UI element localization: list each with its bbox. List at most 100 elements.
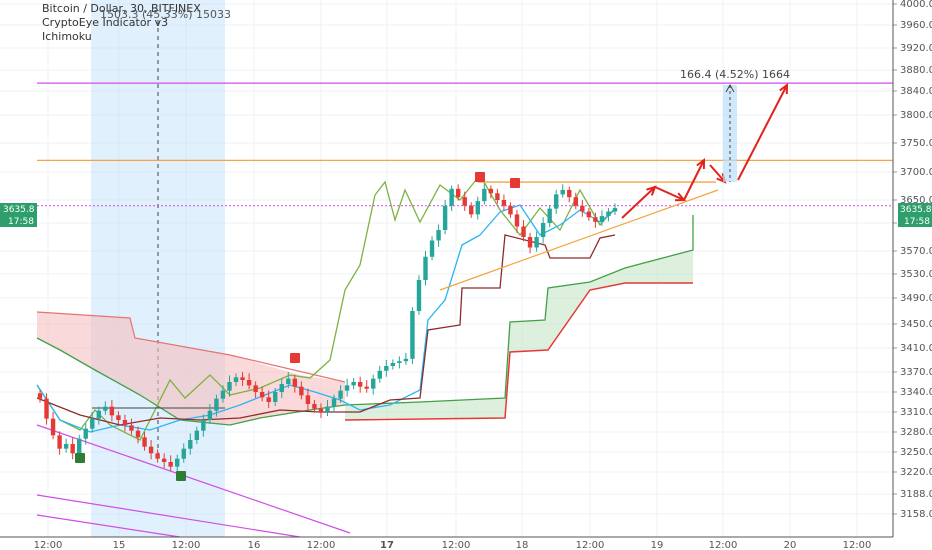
candle-body bbox=[514, 214, 520, 227]
candle-body bbox=[612, 208, 618, 212]
candle-body bbox=[109, 406, 115, 416]
y-tick-label: 3800.0 bbox=[900, 110, 932, 121]
y-tick-label: 3960.0 bbox=[900, 20, 932, 31]
kijun-line bbox=[36, 234, 616, 426]
candle-body bbox=[527, 237, 533, 248]
candle-body bbox=[44, 398, 49, 419]
candle-body bbox=[384, 366, 389, 371]
y-tick-label: 4000.0 bbox=[900, 0, 932, 10]
y-tick-label: 3370.0 bbox=[900, 367, 932, 378]
projection-arrow bbox=[654, 186, 685, 201]
candle-body bbox=[259, 392, 265, 398]
x-tick-label: 18 bbox=[516, 540, 529, 550]
candle-body bbox=[403, 358, 409, 362]
candle-body bbox=[599, 216, 605, 222]
tenkan-line bbox=[36, 204, 616, 433]
candle-body bbox=[292, 378, 298, 387]
candle-body bbox=[508, 205, 513, 215]
candle-body bbox=[142, 437, 147, 447]
time-badge-right bbox=[898, 215, 932, 227]
candle-body bbox=[351, 382, 356, 386]
time-badge-left bbox=[0, 215, 37, 227]
trend-line-down-3 bbox=[36, 514, 181, 538]
candle-body bbox=[495, 193, 500, 200]
candle-body bbox=[482, 188, 487, 202]
target-measure-label: 166.4 (4.52%) 1664 bbox=[680, 68, 791, 81]
candle-body bbox=[560, 189, 565, 195]
candle-body bbox=[96, 410, 102, 419]
target-ruler-arrowhead bbox=[725, 83, 735, 93]
candle-body bbox=[37, 393, 43, 399]
cloud-bullish bbox=[345, 250, 693, 420]
candle-body bbox=[488, 188, 494, 194]
candle-body bbox=[423, 256, 428, 280]
candle-body bbox=[521, 226, 526, 237]
projection-arrows bbox=[621, 82, 789, 219]
senkou-b-line bbox=[344, 282, 693, 421]
candle-body bbox=[416, 280, 422, 311]
y-tick-label: 3188.0 bbox=[900, 489, 932, 500]
candle-body bbox=[240, 377, 245, 380]
y-tick-label: 3700.0 bbox=[900, 167, 932, 178]
legend-title: Bitcoin / Dollar, 30, BITFINEX bbox=[42, 2, 201, 15]
projection-arrow-head bbox=[779, 82, 789, 95]
candle-body bbox=[357, 382, 363, 387]
candle-body bbox=[338, 390, 343, 399]
candle-body bbox=[227, 382, 232, 391]
candle-body bbox=[135, 430, 141, 438]
candle-body bbox=[90, 418, 95, 429]
candle-body bbox=[534, 237, 539, 248]
candle-body bbox=[57, 435, 62, 449]
candle-body bbox=[580, 205, 585, 212]
candle-body bbox=[462, 197, 467, 206]
candle-body bbox=[77, 438, 82, 454]
candle-body bbox=[83, 428, 88, 439]
projection-arrow-head bbox=[696, 157, 706, 170]
last-price-left: 3635.8 bbox=[3, 205, 35, 215]
candle-body bbox=[469, 205, 474, 215]
y-tick-label: 3250.0 bbox=[900, 447, 932, 458]
candle-body bbox=[606, 211, 611, 217]
signal-markers bbox=[75, 172, 520, 481]
projection-arrow bbox=[737, 84, 788, 181]
x-tick-label: 12:00 bbox=[172, 540, 201, 550]
candle-body bbox=[540, 223, 546, 237]
x-tick-label: 12:00 bbox=[576, 540, 605, 550]
candle-body bbox=[429, 240, 435, 257]
candle-body bbox=[325, 406, 330, 412]
y-tick-label: 3220.0 bbox=[900, 467, 932, 478]
trend-line-down-2 bbox=[36, 494, 301, 538]
candle-body bbox=[547, 208, 552, 223]
time-left: 17:58 bbox=[8, 217, 34, 227]
candle-body bbox=[364, 386, 369, 389]
y-tick-label: 3490.0 bbox=[900, 293, 932, 304]
candle-body bbox=[181, 448, 186, 459]
candle-body bbox=[161, 458, 167, 462]
y-tick-label: 3840.0 bbox=[900, 86, 932, 97]
last-price-right: 3635.8 bbox=[900, 205, 932, 215]
candle-body bbox=[233, 377, 239, 382]
candle-body bbox=[475, 201, 480, 215]
candle-body bbox=[410, 311, 415, 359]
signal-marker bbox=[75, 453, 85, 463]
last-price-badge-left bbox=[0, 203, 37, 215]
candle-body bbox=[573, 197, 578, 206]
y-tick-label: 3410.0 bbox=[900, 343, 932, 354]
y-tick-label: 3570.0 bbox=[900, 246, 932, 257]
trend-line-up bbox=[439, 189, 719, 291]
x-tick-label: 15 bbox=[113, 540, 126, 550]
x-tick-label: 19 bbox=[651, 540, 664, 550]
candlesticks bbox=[37, 183, 618, 473]
candle-body bbox=[318, 408, 324, 412]
candle-body bbox=[377, 370, 382, 379]
projection-arrow bbox=[621, 186, 656, 219]
ruler-measure-label: 1503.3 (45.33%) 15033 bbox=[100, 8, 232, 21]
signal-marker bbox=[510, 178, 520, 188]
x-tick-label: 20 bbox=[784, 540, 797, 550]
time-right: 17:58 bbox=[904, 217, 930, 227]
candle-body bbox=[501, 200, 507, 206]
indicator-lines bbox=[36, 173, 616, 441]
legend-indicator-ichimoku: Ichimoku bbox=[42, 30, 92, 43]
y-tick-label: 3750.0 bbox=[900, 138, 932, 149]
